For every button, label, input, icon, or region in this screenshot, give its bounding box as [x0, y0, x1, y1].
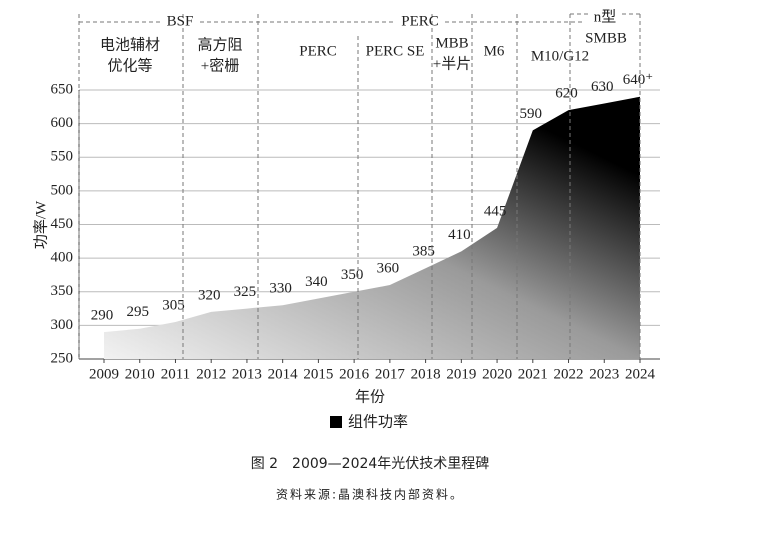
value-label: 590: [520, 106, 543, 122]
value-label: 305: [162, 297, 185, 313]
value-label: 620: [555, 86, 578, 102]
era-item: M6: [484, 43, 505, 59]
era-item: M10/G12: [531, 48, 589, 64]
value-label: 325: [234, 284, 257, 300]
y-tick-label: 550: [51, 149, 74, 165]
y-tick-label: 600: [51, 115, 74, 131]
era-item: 电池辅材: [100, 36, 160, 53]
value-label: 385: [412, 244, 435, 260]
y-tick-label: 300: [51, 317, 74, 333]
era-item: PERC: [299, 43, 337, 59]
caption: 图 2 2009—2024年光伏技术里程碑: [251, 456, 490, 472]
y-tick-label: 400: [51, 250, 74, 266]
x-tick-label: 2018: [411, 366, 441, 382]
x-tick-label: 2010: [125, 366, 155, 382]
value-label: 340: [305, 274, 328, 290]
x-tick-label: 2021: [518, 366, 548, 382]
x-tick-label: 2017: [375, 366, 406, 382]
era-item: 优化等: [107, 56, 152, 74]
x-tick-label: 2024: [625, 366, 656, 382]
x-tick-label: 2015: [303, 366, 333, 382]
value-label: 330: [269, 281, 292, 297]
x-tick-label: 2019: [446, 366, 476, 382]
x-tick-label: 2020: [482, 366, 512, 382]
era-title: BSF: [167, 13, 194, 29]
value-label: 640⁺: [623, 72, 653, 88]
y-tick-label: 650: [51, 81, 74, 97]
value-label: 410: [448, 227, 471, 243]
value-label: 350: [341, 267, 364, 283]
era-item: SMBB: [585, 30, 627, 46]
source: 资料来源:晶澳科技内部资料。: [276, 487, 464, 502]
legend-label: 组件功率: [348, 413, 408, 430]
x-tick-label: 2022: [554, 366, 584, 382]
era-title: n型: [594, 8, 617, 25]
era-title: PERC: [401, 13, 439, 29]
y-tick-label: 500: [51, 182, 74, 198]
era-item: +密栅: [201, 57, 239, 74]
era-item: +半片: [433, 55, 471, 72]
era-item: MBB: [435, 35, 468, 51]
value-label: 295: [126, 304, 149, 320]
y-axis-label: 功率/W: [32, 200, 49, 249]
x-tick-label: 2009: [89, 366, 119, 382]
area: [104, 96, 640, 359]
legend-swatch: [330, 416, 342, 428]
value-label: 290: [91, 308, 114, 324]
value-label: 320: [198, 287, 221, 303]
era-item: 高方阻: [197, 36, 242, 53]
y-tick-label: 450: [51, 216, 74, 232]
x-tick-label: 2014: [268, 366, 299, 382]
x-tick-label: 2023: [589, 366, 619, 382]
value-label: 445: [484, 203, 507, 219]
era-item: PERC SE: [366, 43, 425, 59]
value-label: 630: [591, 79, 614, 95]
y-tick-label: 350: [51, 283, 74, 299]
x-tick-label: 2013: [232, 366, 262, 382]
x-tick-label: 2012: [196, 366, 226, 382]
x-tick-label: 2016: [339, 366, 370, 382]
value-label: 360: [377, 260, 400, 276]
y-tick-label: 250: [51, 350, 74, 366]
x-axis-label: 年份: [355, 388, 385, 405]
x-tick-label: 2011: [161, 366, 190, 382]
